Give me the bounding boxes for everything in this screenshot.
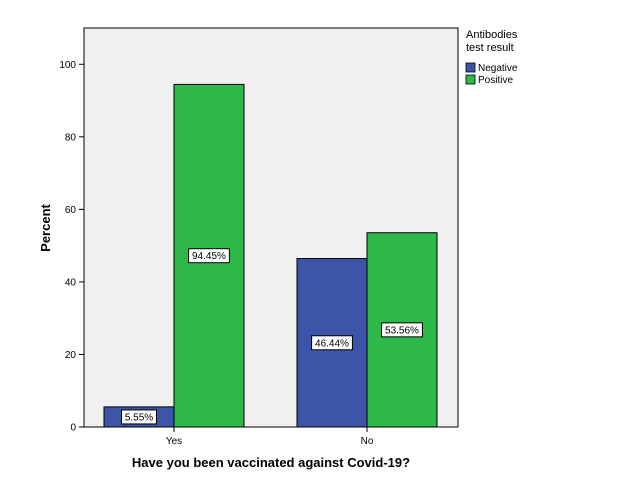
y-tick-label: 80 xyxy=(65,132,77,143)
x-axis: Yes No xyxy=(166,427,374,447)
x-tick-label: No xyxy=(361,436,374,447)
legend-label-negative: Negative xyxy=(478,63,518,74)
y-tick-label: 100 xyxy=(59,60,76,71)
data-labels: 5.55% 46.44% 94.45% 53.56% xyxy=(121,248,423,425)
data-label-box xyxy=(381,322,423,338)
legend-swatch-positive xyxy=(465,74,476,85)
data-label: 5.55% xyxy=(125,412,153,423)
x-axis-title: Have you been vaccinated against Covid-1… xyxy=(132,455,410,470)
legend-title-line1: Antibodies xyxy=(466,29,518,41)
y-tick-label: 20 xyxy=(65,350,77,361)
y-tick-label: 0 xyxy=(70,423,76,434)
legend-title-line2: test result xyxy=(466,42,514,54)
y-tick-label: 60 xyxy=(65,205,77,216)
data-label-box xyxy=(311,335,353,351)
y-axis-title: Percent xyxy=(38,203,53,251)
y-tick-label: 40 xyxy=(65,277,77,288)
y-axis: 0 20 40 60 80 100 xyxy=(59,60,84,434)
data-label: 46.44% xyxy=(315,338,349,349)
x-tick-label: Yes xyxy=(166,436,182,447)
legend-label-positive: Positive xyxy=(478,75,513,86)
legend-swatch-negative xyxy=(465,62,476,73)
data-label: 94.45% xyxy=(192,251,226,262)
data-label-box xyxy=(121,409,157,425)
data-label: 53.56% xyxy=(385,325,419,336)
data-label-box xyxy=(188,248,230,264)
